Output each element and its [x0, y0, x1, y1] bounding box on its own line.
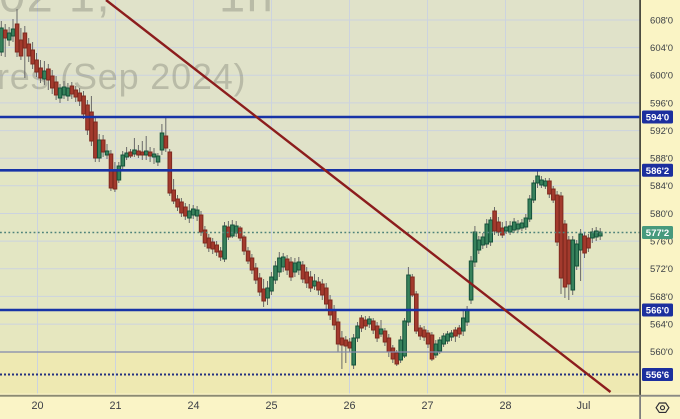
svg-text:24: 24 — [187, 400, 199, 412]
svg-text:02 1,: 02 1, — [0, 0, 111, 22]
svg-text:604'0: 604'0 — [650, 43, 673, 54]
svg-text:588'0: 588'0 — [650, 154, 673, 165]
svg-text:592'0: 592'0 — [650, 126, 673, 137]
svg-text:568'0: 568'0 — [650, 292, 673, 303]
svg-text:580'0: 580'0 — [650, 209, 673, 220]
svg-text:572'0: 572'0 — [650, 264, 673, 275]
svg-text:28: 28 — [499, 400, 511, 412]
svg-text:577'2: 577'2 — [646, 228, 669, 239]
svg-text:566'0: 566'0 — [646, 306, 669, 317]
svg-text:25: 25 — [265, 400, 277, 412]
svg-text:1h: 1h — [219, 0, 274, 22]
svg-text:21: 21 — [109, 400, 121, 412]
svg-text:Jul: Jul — [577, 400, 591, 412]
svg-text:586'2: 586'2 — [646, 166, 669, 177]
svg-text:608'0: 608'0 — [650, 15, 673, 26]
svg-text:564'0: 564'0 — [650, 320, 673, 331]
svg-text:556'6: 556'6 — [646, 370, 669, 381]
svg-text:27: 27 — [421, 400, 433, 412]
svg-text:584'0: 584'0 — [650, 181, 673, 192]
svg-text:560'0: 560'0 — [650, 347, 673, 358]
svg-text:594'0: 594'0 — [646, 113, 669, 124]
svg-text:596'0: 596'0 — [650, 98, 673, 109]
svg-text:20: 20 — [31, 400, 43, 412]
svg-text:576'0: 576'0 — [650, 237, 673, 248]
svg-text:26: 26 — [343, 400, 355, 412]
svg-text:600'0: 600'0 — [650, 71, 673, 82]
